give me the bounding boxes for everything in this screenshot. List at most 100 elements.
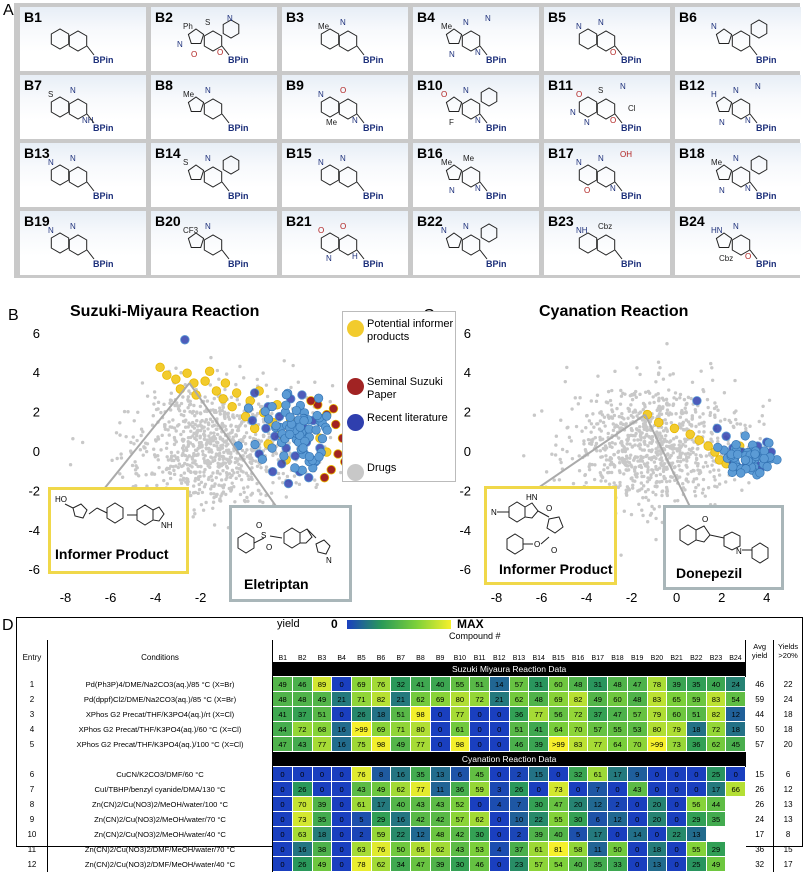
drug-point [328, 435, 333, 440]
entry-number: 7 [17, 781, 48, 797]
data-point [211, 386, 222, 396]
section-spacer [773, 662, 802, 677]
drug-point [212, 423, 217, 428]
drug-point [196, 424, 200, 428]
drug-point [179, 473, 183, 478]
y-tick-label: -2 [28, 483, 40, 498]
atom-label: N [584, 118, 590, 127]
drug-point [264, 465, 269, 469]
drug-point [182, 437, 186, 442]
yield-cell: 33 [607, 856, 628, 872]
yield-cell: 98 [370, 736, 392, 752]
drug-point [603, 448, 607, 452]
drug-point [179, 371, 183, 375]
drug-point [664, 489, 669, 494]
compound-column-header: B7 [396, 655, 406, 662]
drug-point [155, 483, 159, 488]
drug-point [186, 440, 190, 444]
drug-point [690, 416, 695, 420]
drug-point [678, 455, 683, 460]
drug-point [522, 454, 526, 458]
yield-cell: 0 [666, 796, 687, 812]
drug-point [203, 409, 207, 413]
yield-cell: 46 [469, 856, 490, 872]
drug-point [245, 495, 249, 500]
drug-point [675, 459, 680, 463]
entry-number: 4 [17, 721, 48, 737]
drug-point [634, 474, 638, 479]
drug-point [671, 437, 676, 441]
entry-number: 11 [17, 841, 48, 857]
yield-cell: 30 [528, 796, 550, 812]
drug-point [200, 418, 204, 423]
drug-point [660, 396, 665, 400]
yield-cell: 17 [705, 781, 727, 797]
drug-point [274, 387, 278, 392]
drug-point [712, 468, 716, 472]
table-row: 10 Zn(CN)2/Cu(NO3)2/MeOH/water/40 °C 0 63 18… [17, 826, 802, 842]
drug-point [626, 416, 630, 420]
drug-point [177, 409, 182, 413]
drug-point [577, 454, 581, 458]
yield-table: Entry Conditions B1 B2 B3 B4 B5 B6 B7 B8 B9 B10 B11 B… [17, 640, 802, 872]
x-tick-label: 4 [763, 590, 770, 605]
atom-label: H [352, 252, 358, 261]
yield-cell: 40 [429, 676, 451, 692]
legend-swatch [347, 464, 364, 481]
yield-cell: 57 [587, 721, 609, 737]
yield-cell: 0 [528, 781, 550, 797]
drug-point [642, 436, 647, 440]
yield-cell: 73 [291, 811, 313, 827]
drug-point [314, 485, 318, 490]
data-point [319, 472, 330, 483]
drug-point [669, 420, 674, 425]
drug-point [170, 458, 174, 463]
drug-point [697, 471, 702, 476]
section-spacer [773, 751, 802, 767]
drug-point [642, 427, 646, 432]
drug-point [209, 355, 213, 360]
atom-label: N [177, 40, 183, 49]
y-tick-label: -6 [28, 562, 40, 577]
yield-cell: 72 [567, 706, 589, 722]
drug-point [657, 504, 662, 509]
drug-point [110, 458, 114, 463]
drug-point [594, 399, 599, 404]
drug-point [631, 479, 635, 483]
drug-point [644, 495, 648, 500]
oxygen-atom-label-1: O [256, 521, 262, 530]
drug-point [613, 369, 617, 374]
drug-point [234, 424, 238, 429]
drug-point [732, 411, 737, 415]
drug-point [695, 447, 700, 451]
data-point [162, 370, 172, 380]
nitrile-atom-label: N [491, 508, 497, 517]
drug-point [760, 414, 764, 418]
drug-point [188, 469, 192, 474]
yield-cell: 43 [449, 841, 471, 857]
drug-point [698, 415, 702, 419]
boronate-id-label: B17 [548, 145, 574, 161]
yield-cell: 0 [488, 766, 510, 782]
yields-over-20-value: 24 [773, 691, 802, 707]
drug-point [196, 491, 200, 496]
drug-point [694, 457, 699, 462]
drug-point [224, 457, 229, 461]
drug-point [80, 440, 85, 445]
yield-cell: 21 [331, 691, 352, 707]
drug-point [612, 465, 617, 469]
boronate-id-label: B20 [155, 213, 181, 229]
drug-point [694, 485, 698, 490]
drug-point [654, 464, 658, 469]
yield-cell: 69 [351, 676, 372, 692]
drug-point [681, 458, 686, 462]
sulfur-atom-label: S [261, 531, 266, 540]
drug-point [217, 483, 221, 487]
drug-point [202, 474, 206, 478]
drug-point [584, 481, 588, 485]
yield-cell: 76 [370, 676, 392, 692]
yield-cell: 16 [331, 736, 352, 752]
bpin-group-label: BPin [363, 123, 384, 133]
